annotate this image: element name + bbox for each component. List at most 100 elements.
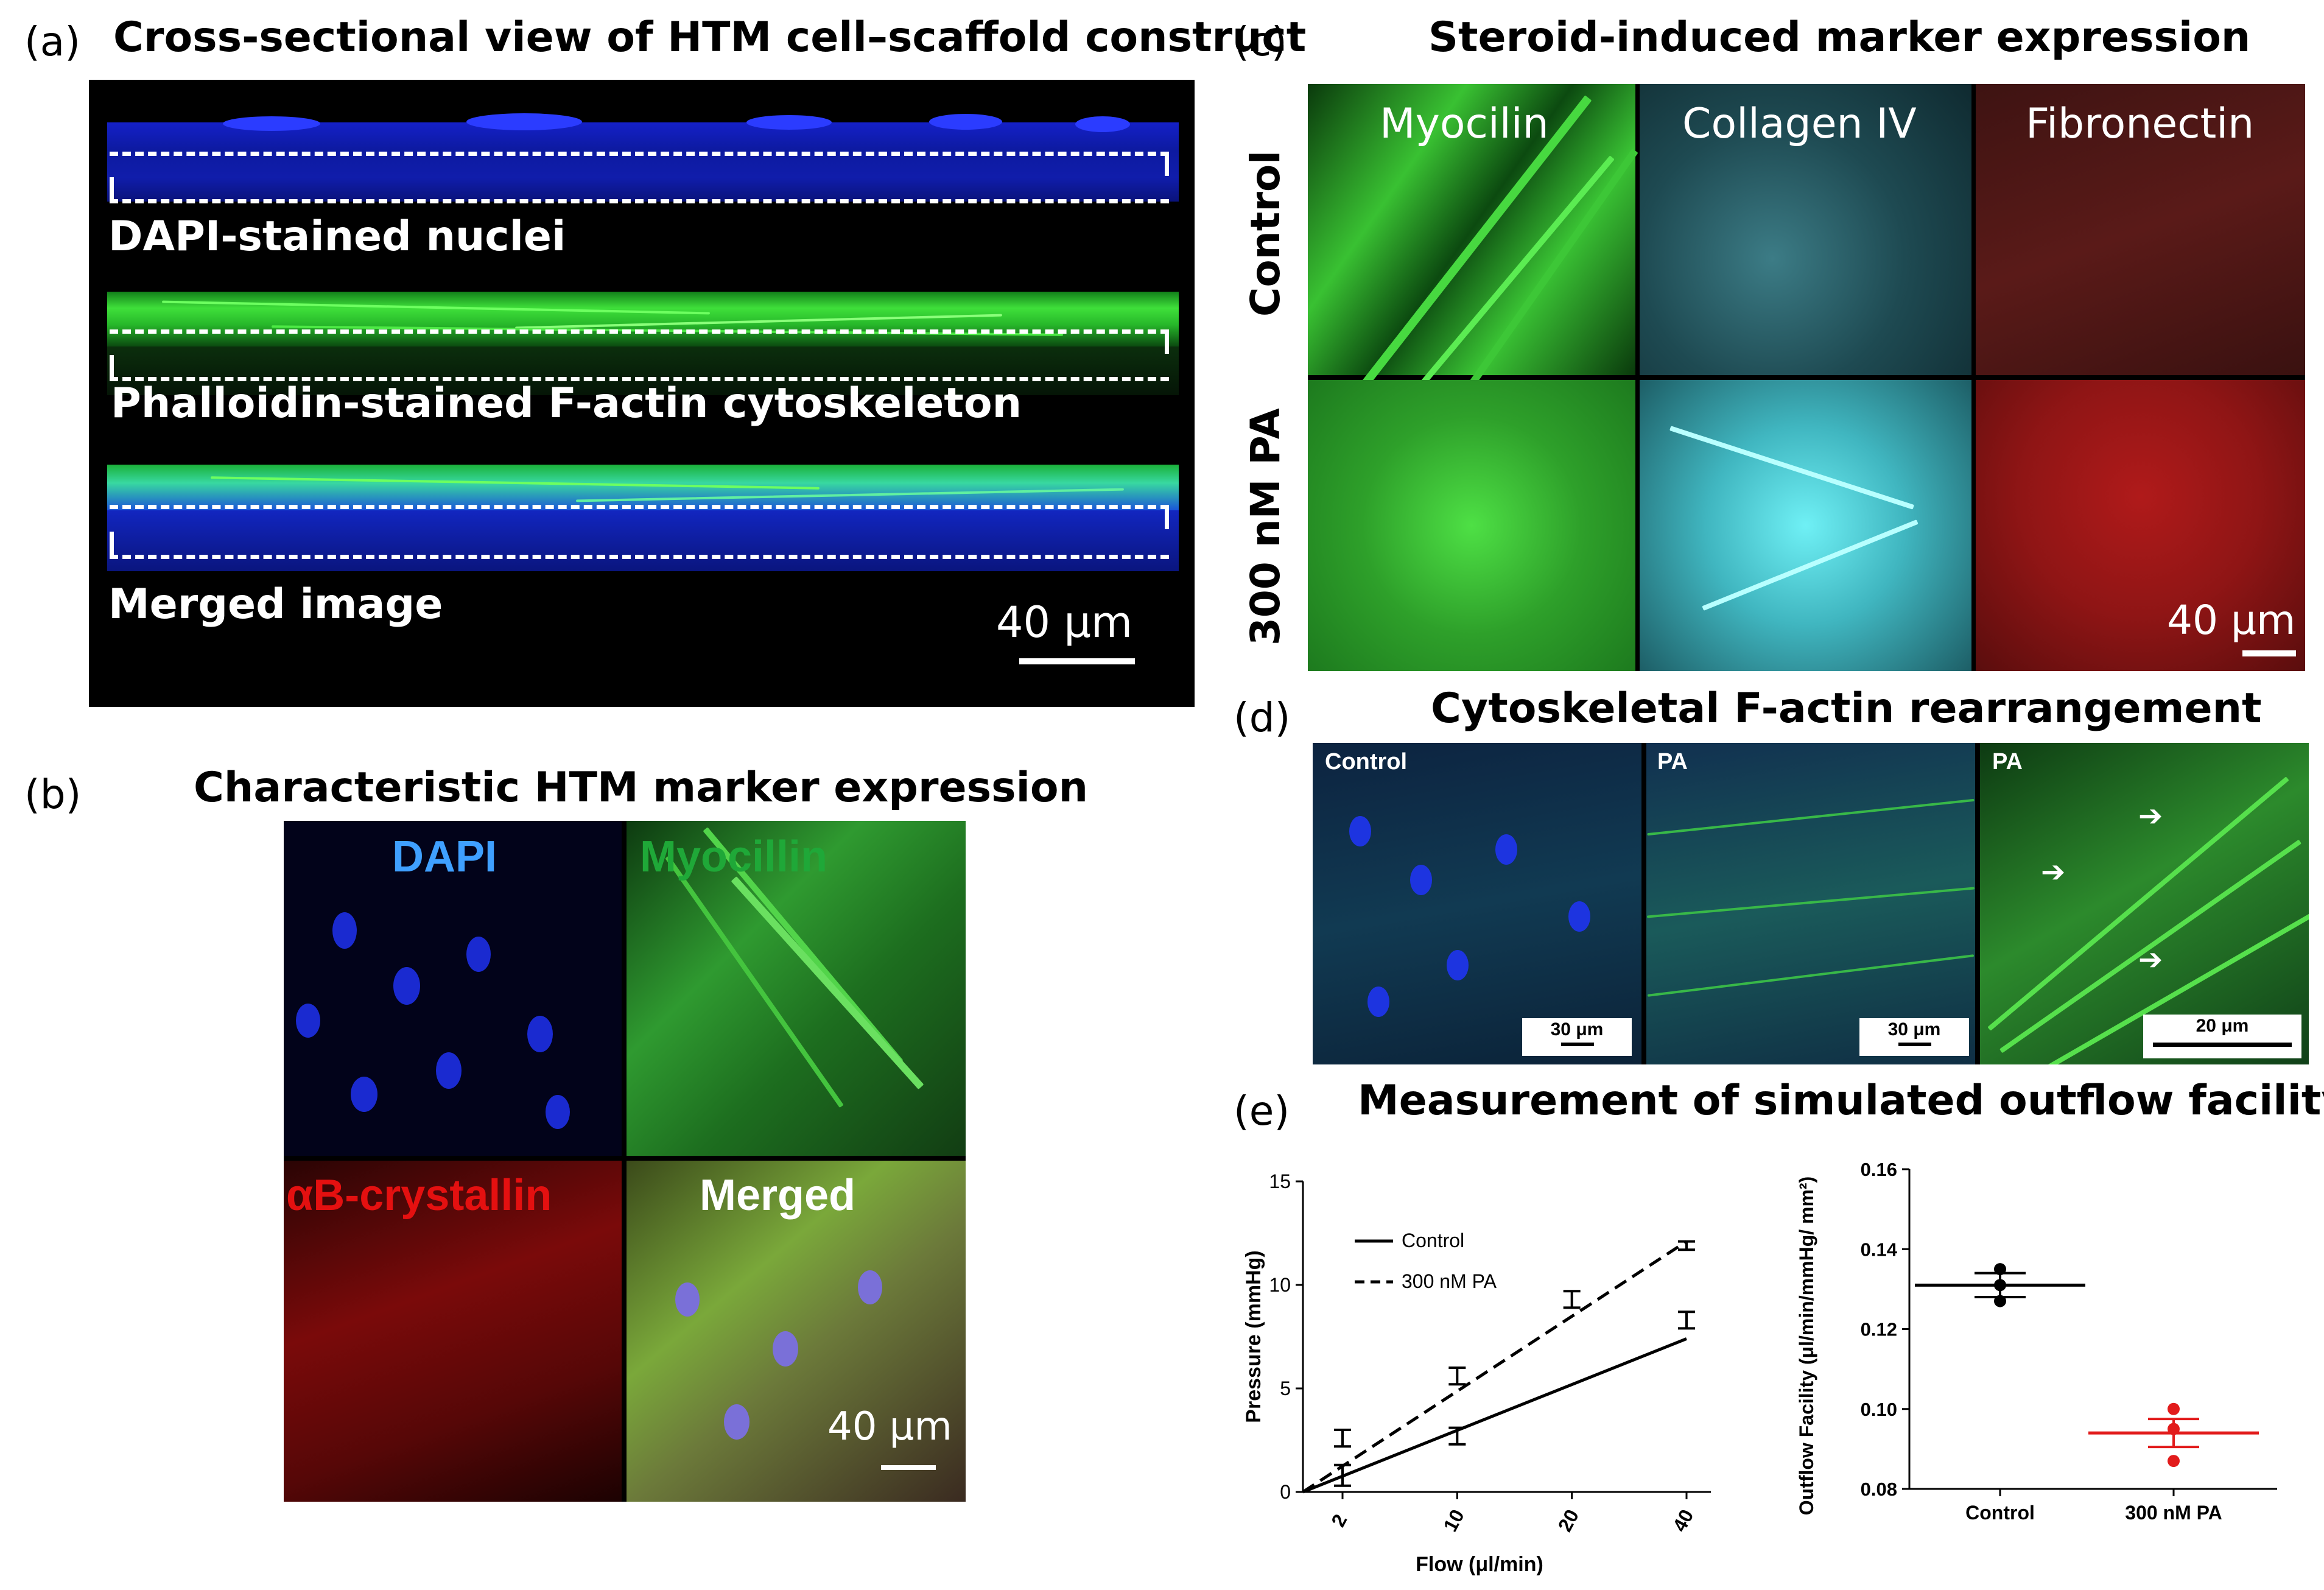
scale-label: 20 μm	[2196, 1016, 2249, 1036]
scale-label: 40 μm	[2167, 597, 2296, 644]
chart2-axes	[1908, 1169, 2277, 1490]
y-tick-label: 0.14	[1861, 1239, 1898, 1260]
y-tick-label: 0.16	[1861, 1159, 1897, 1180]
scaffold-boundary	[110, 505, 1169, 509]
quadrant-label-crystallin: αB-crystallin	[286, 1171, 552, 1220]
panel-b-label: (b)	[24, 771, 82, 818]
panel-e-label: (e)	[1234, 1088, 1290, 1134]
tile-control-fibronectin: Fibronectin	[1976, 84, 2305, 375]
pressure-flow-chart: 0 5 10 15 2 10 20 40 Control 300 nM PA Flow (μ…	[1242, 1170, 1711, 1576]
chart2-ylabel: Outflow Facility (μl/min/mmHg/ mm²)	[1796, 1177, 1817, 1515]
scaffold-boundary	[110, 199, 1169, 203]
panel-b-title: Characteristic HTM marker expression	[194, 764, 1089, 812]
data-point	[1994, 1279, 2006, 1292]
data-point	[2168, 1423, 2180, 1435]
nucleus-spot	[1075, 116, 1130, 132]
tile-pa-fibronectin: 40 μm	[1976, 380, 2305, 671]
dapi-band	[107, 122, 1179, 202]
nucleus	[332, 912, 357, 949]
nucleus	[724, 1404, 750, 1440]
scale-bar	[1561, 1043, 1594, 1046]
panel-c-label: (c)	[1234, 18, 1287, 65]
quadrant-dapi: DAPI	[284, 821, 622, 1156]
nucleus	[546, 1095, 570, 1129]
quadrant-label-dapi: DAPI	[392, 832, 497, 881]
panel-b-image: DAPI Myocillin αB-crystallin Merged 40 μ…	[284, 821, 966, 1502]
nucleus	[296, 1004, 320, 1038]
merged-band	[107, 465, 1179, 510]
quadrant-label-myocillin: Myocillin	[640, 832, 828, 881]
scale-label: 40 μm	[996, 597, 1133, 647]
nucleus	[466, 937, 491, 972]
actin-fiber	[1647, 798, 1975, 836]
y-tick-label: 0	[1280, 1481, 1291, 1503]
chart1-legend: Control 300 nM PA	[1355, 1229, 1497, 1292]
nucleus	[1410, 865, 1432, 895]
panel-c-title: Steroid-induced marker expression	[1428, 13, 2251, 62]
nucleus	[351, 1077, 377, 1112]
nucleus	[858, 1270, 882, 1304]
row-label-pa: 300 nM PA	[1242, 408, 1289, 645]
y-tick-label: 0.12	[1861, 1319, 1897, 1340]
scaffold-boundary	[1165, 152, 1169, 176]
arrow-icon: ➔	[2138, 943, 2163, 977]
panel-d-label: (d)	[1234, 694, 1291, 741]
scaffold-boundary	[110, 152, 1169, 156]
actin-fiber	[1646, 887, 1975, 918]
scale-label: 30 μm	[1887, 1019, 1941, 1039]
row-caption-actin: Phalloidin-stained F-actin cytoskeleton	[111, 379, 1022, 427]
row-label-control: Control	[1242, 150, 1289, 317]
column-label-myocilin: Myocilin	[1380, 100, 1549, 148]
scaffold-boundary	[110, 532, 114, 556]
nucleus	[1447, 950, 1469, 980]
x-tick-label: Control	[1965, 1502, 2035, 1524]
fit-line-control	[1302, 1337, 1687, 1494]
tile-pa-myocilin	[1308, 380, 1635, 671]
nucleus-spot	[929, 114, 1002, 130]
image-label: PA	[1992, 749, 2023, 775]
outflow-facility-chart: 0.08 0.10 0.12 0.14 0.16 Control 300 nM PA Ou…	[1796, 1159, 2277, 1524]
y-tick-label: 15	[1269, 1170, 1291, 1192]
scale-bar	[2153, 1043, 2292, 1047]
column-label-collagen: Collagen IV	[1682, 100, 1917, 148]
y-tick-label: 0.10	[1861, 1399, 1897, 1420]
scale-box: 20 μm	[2143, 1015, 2301, 1058]
nucleus	[436, 1052, 462, 1089]
nucleus	[675, 1282, 700, 1317]
nucleus	[1568, 901, 1590, 932]
nucleus-spot	[466, 113, 582, 130]
row-caption-dapi: DAPI-stained nuclei	[108, 213, 566, 261]
nucleus	[773, 1331, 798, 1367]
panel-e-title: Measurement of simulated outflow facilit…	[1358, 1077, 2324, 1125]
y-tick-label: 5	[1280, 1377, 1291, 1399]
scale-bar	[1898, 1043, 1931, 1046]
legend-pa: 300 nM PA	[1402, 1270, 1497, 1292]
collagen-fiber	[1702, 519, 1919, 611]
actin-fiber	[1647, 954, 1975, 997]
row-caption-merged: Merged image	[108, 580, 443, 628]
scaffold-boundary	[110, 177, 114, 202]
tile-control: Control 30 μm	[1313, 743, 1641, 1064]
x-tick-label: 300 nM PA	[2125, 1502, 2222, 1524]
actin-below	[107, 346, 1179, 395]
y-tick-label: 10	[1269, 1274, 1291, 1296]
nucleus	[393, 967, 420, 1005]
nucleus-spot	[746, 115, 832, 130]
data-point	[1994, 1295, 2006, 1307]
quadrant-myocillin: Myocillin	[627, 821, 966, 1156]
panel-d-image: Control 30 μm PA 30 μm ➔ ➔ ➔ PA 20 μm	[1313, 743, 2309, 1064]
nucleus	[1495, 834, 1517, 865]
quadrant-label-merged: Merged	[700, 1171, 856, 1220]
arrow-icon: ➔	[2138, 799, 2163, 833]
actin-fiber	[731, 876, 924, 1089]
scale-bar	[881, 1465, 936, 1470]
scaffold-boundary	[1165, 329, 1169, 354]
data-point	[1994, 1263, 2006, 1276]
scaffold-boundary	[110, 377, 1169, 381]
chart1-ylabel: Pressure (mmHg)	[1242, 1250, 1265, 1423]
nucleus	[1367, 987, 1389, 1017]
actin-fiber	[665, 855, 844, 1108]
tile-control-myocilin: Myocilin	[1308, 84, 1638, 421]
scaffold-boundary	[110, 329, 1169, 334]
merged-below	[107, 510, 1179, 571]
